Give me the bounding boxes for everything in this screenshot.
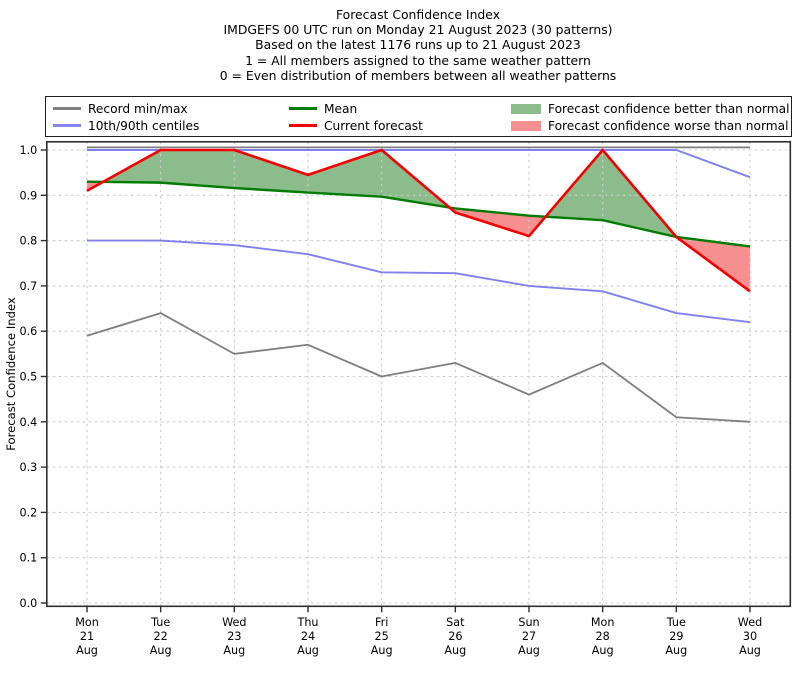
mean-line-swatch xyxy=(289,107,317,110)
x-tick-label: 29 xyxy=(669,630,683,643)
x-tick-label: Tue xyxy=(666,616,686,629)
legend-item-centiles: 10th/90th centiles xyxy=(53,117,199,134)
legend: Record min/max 10th/90th centiles Mean C… xyxy=(45,96,792,137)
x-tick-label: 23 xyxy=(227,630,241,643)
x-tick-label: 24 xyxy=(301,630,315,643)
fill-better-than-normal xyxy=(307,149,382,197)
x-tick-label: Aug xyxy=(297,644,319,657)
record-minmax-line-swatch xyxy=(53,107,81,110)
chart-titles: Forecast Confidence Index IMDGEFS 00 UTC… xyxy=(36,7,800,83)
x-tick-label: 22 xyxy=(154,630,168,643)
x-tick-label: Aug xyxy=(371,644,393,657)
y-tick-label: 0.2 xyxy=(20,506,38,519)
x-tick-label: 25 xyxy=(375,630,389,643)
x-tick-label: Mon xyxy=(591,616,615,629)
x-tick-label: Wed xyxy=(222,616,246,629)
x-tick-label: Aug xyxy=(444,644,466,657)
y-tick-label: 0.0 xyxy=(20,597,38,610)
x-tick-label: Aug xyxy=(518,644,540,657)
x-tick-label: Aug xyxy=(223,644,245,657)
y-tick-label: 0.1 xyxy=(20,552,38,565)
chart-subtitle-run: IMDGEFS 00 UTC run on Monday 21 August 2… xyxy=(223,22,613,38)
y-tick-label: 0.9 xyxy=(20,189,38,202)
x-tick-label: 21 xyxy=(80,630,94,643)
x-tick-label: Aug xyxy=(150,644,172,657)
x-tick-label: 26 xyxy=(448,630,462,643)
x-tick-label: Aug xyxy=(592,644,614,657)
y-tick-label: 1.0 xyxy=(20,144,38,157)
legend-item-current-forecast: Current forecast xyxy=(289,117,423,134)
worse-than-normal-patch-swatch xyxy=(511,120,541,131)
chart-subtitle-scale-0: 0 = Even distribution of members between… xyxy=(219,67,617,83)
series-line-record-min xyxy=(86,312,751,423)
legend-column-1: Record min/max 10th/90th centiles xyxy=(53,100,199,134)
legend-label: Record min/max xyxy=(88,101,188,116)
x-tick-label: Sat xyxy=(446,616,465,629)
legend-column-3: Forecast confidence better than normal F… xyxy=(511,100,789,134)
x-tick-label: Aug xyxy=(665,644,687,657)
x-tick-label: Aug xyxy=(739,644,761,657)
x-tick-label: Wed xyxy=(738,616,762,629)
series-line-current-forecast xyxy=(86,148,751,293)
better-than-normal-patch-swatch xyxy=(511,103,541,114)
legend-item-mean: Mean xyxy=(289,100,423,117)
centiles-line-swatch xyxy=(53,124,81,127)
y-tick-label: 0.5 xyxy=(20,371,38,384)
legend-item-better-than-normal: Forecast confidence better than normal xyxy=(511,100,789,117)
y-tick-label: 0.3 xyxy=(20,461,38,474)
legend-label: Mean xyxy=(324,101,358,116)
plot-border xyxy=(45,141,792,608)
chart-subtitle-basis: Based on the latest 1176 runs up to 21 A… xyxy=(255,37,581,53)
x-tick-label: Mon xyxy=(75,616,99,629)
x-tick-label: Fri xyxy=(375,616,388,629)
x-tick-label: 27 xyxy=(522,630,536,643)
legend-label: Forecast confidence worse than normal xyxy=(548,118,789,133)
x-tick-label: Tue xyxy=(150,616,170,629)
y-tick-label: 0.8 xyxy=(20,235,38,248)
series-line-10th-centile xyxy=(87,239,751,324)
current-forecast-line-swatch xyxy=(289,124,317,127)
x-tick-label: Thu xyxy=(296,616,318,629)
chart-subtitle-scale-1: 1 = All members assigned to the same wea… xyxy=(245,52,591,68)
legend-label: Current forecast xyxy=(324,118,423,133)
legend-item-record-minmax: Record min/max xyxy=(53,100,199,117)
legend-item-worse-than-normal: Forecast confidence worse than normal xyxy=(511,117,789,134)
legend-column-2: Mean Current forecast xyxy=(289,100,423,134)
legend-label: 10th/90th centiles xyxy=(88,118,200,133)
x-tick-label: Sun xyxy=(518,616,539,629)
series-line-mean xyxy=(86,180,751,248)
y-tick-label: 0.7 xyxy=(20,280,38,293)
y-tick-label: 0.6 xyxy=(20,325,38,338)
x-tick-label: 30 xyxy=(743,630,757,643)
y-tick-label: 0.4 xyxy=(20,416,38,429)
y-axis-title: Forecast Confidence Index xyxy=(4,297,18,451)
legend-label: Forecast confidence better than normal xyxy=(548,101,790,116)
x-tick-label: Aug xyxy=(76,644,98,657)
x-tick-label: 28 xyxy=(596,630,610,643)
chart-title: Forecast Confidence Index xyxy=(335,7,501,22)
